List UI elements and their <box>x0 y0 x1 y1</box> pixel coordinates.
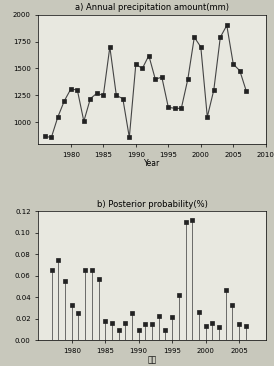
X-axis label: 年度: 年度 <box>147 355 157 365</box>
Title: a) Annual precipitation amount(mm): a) Annual precipitation amount(mm) <box>75 3 229 12</box>
Title: b) Posterior probability(%): b) Posterior probability(%) <box>97 200 207 209</box>
X-axis label: Year: Year <box>144 159 160 168</box>
